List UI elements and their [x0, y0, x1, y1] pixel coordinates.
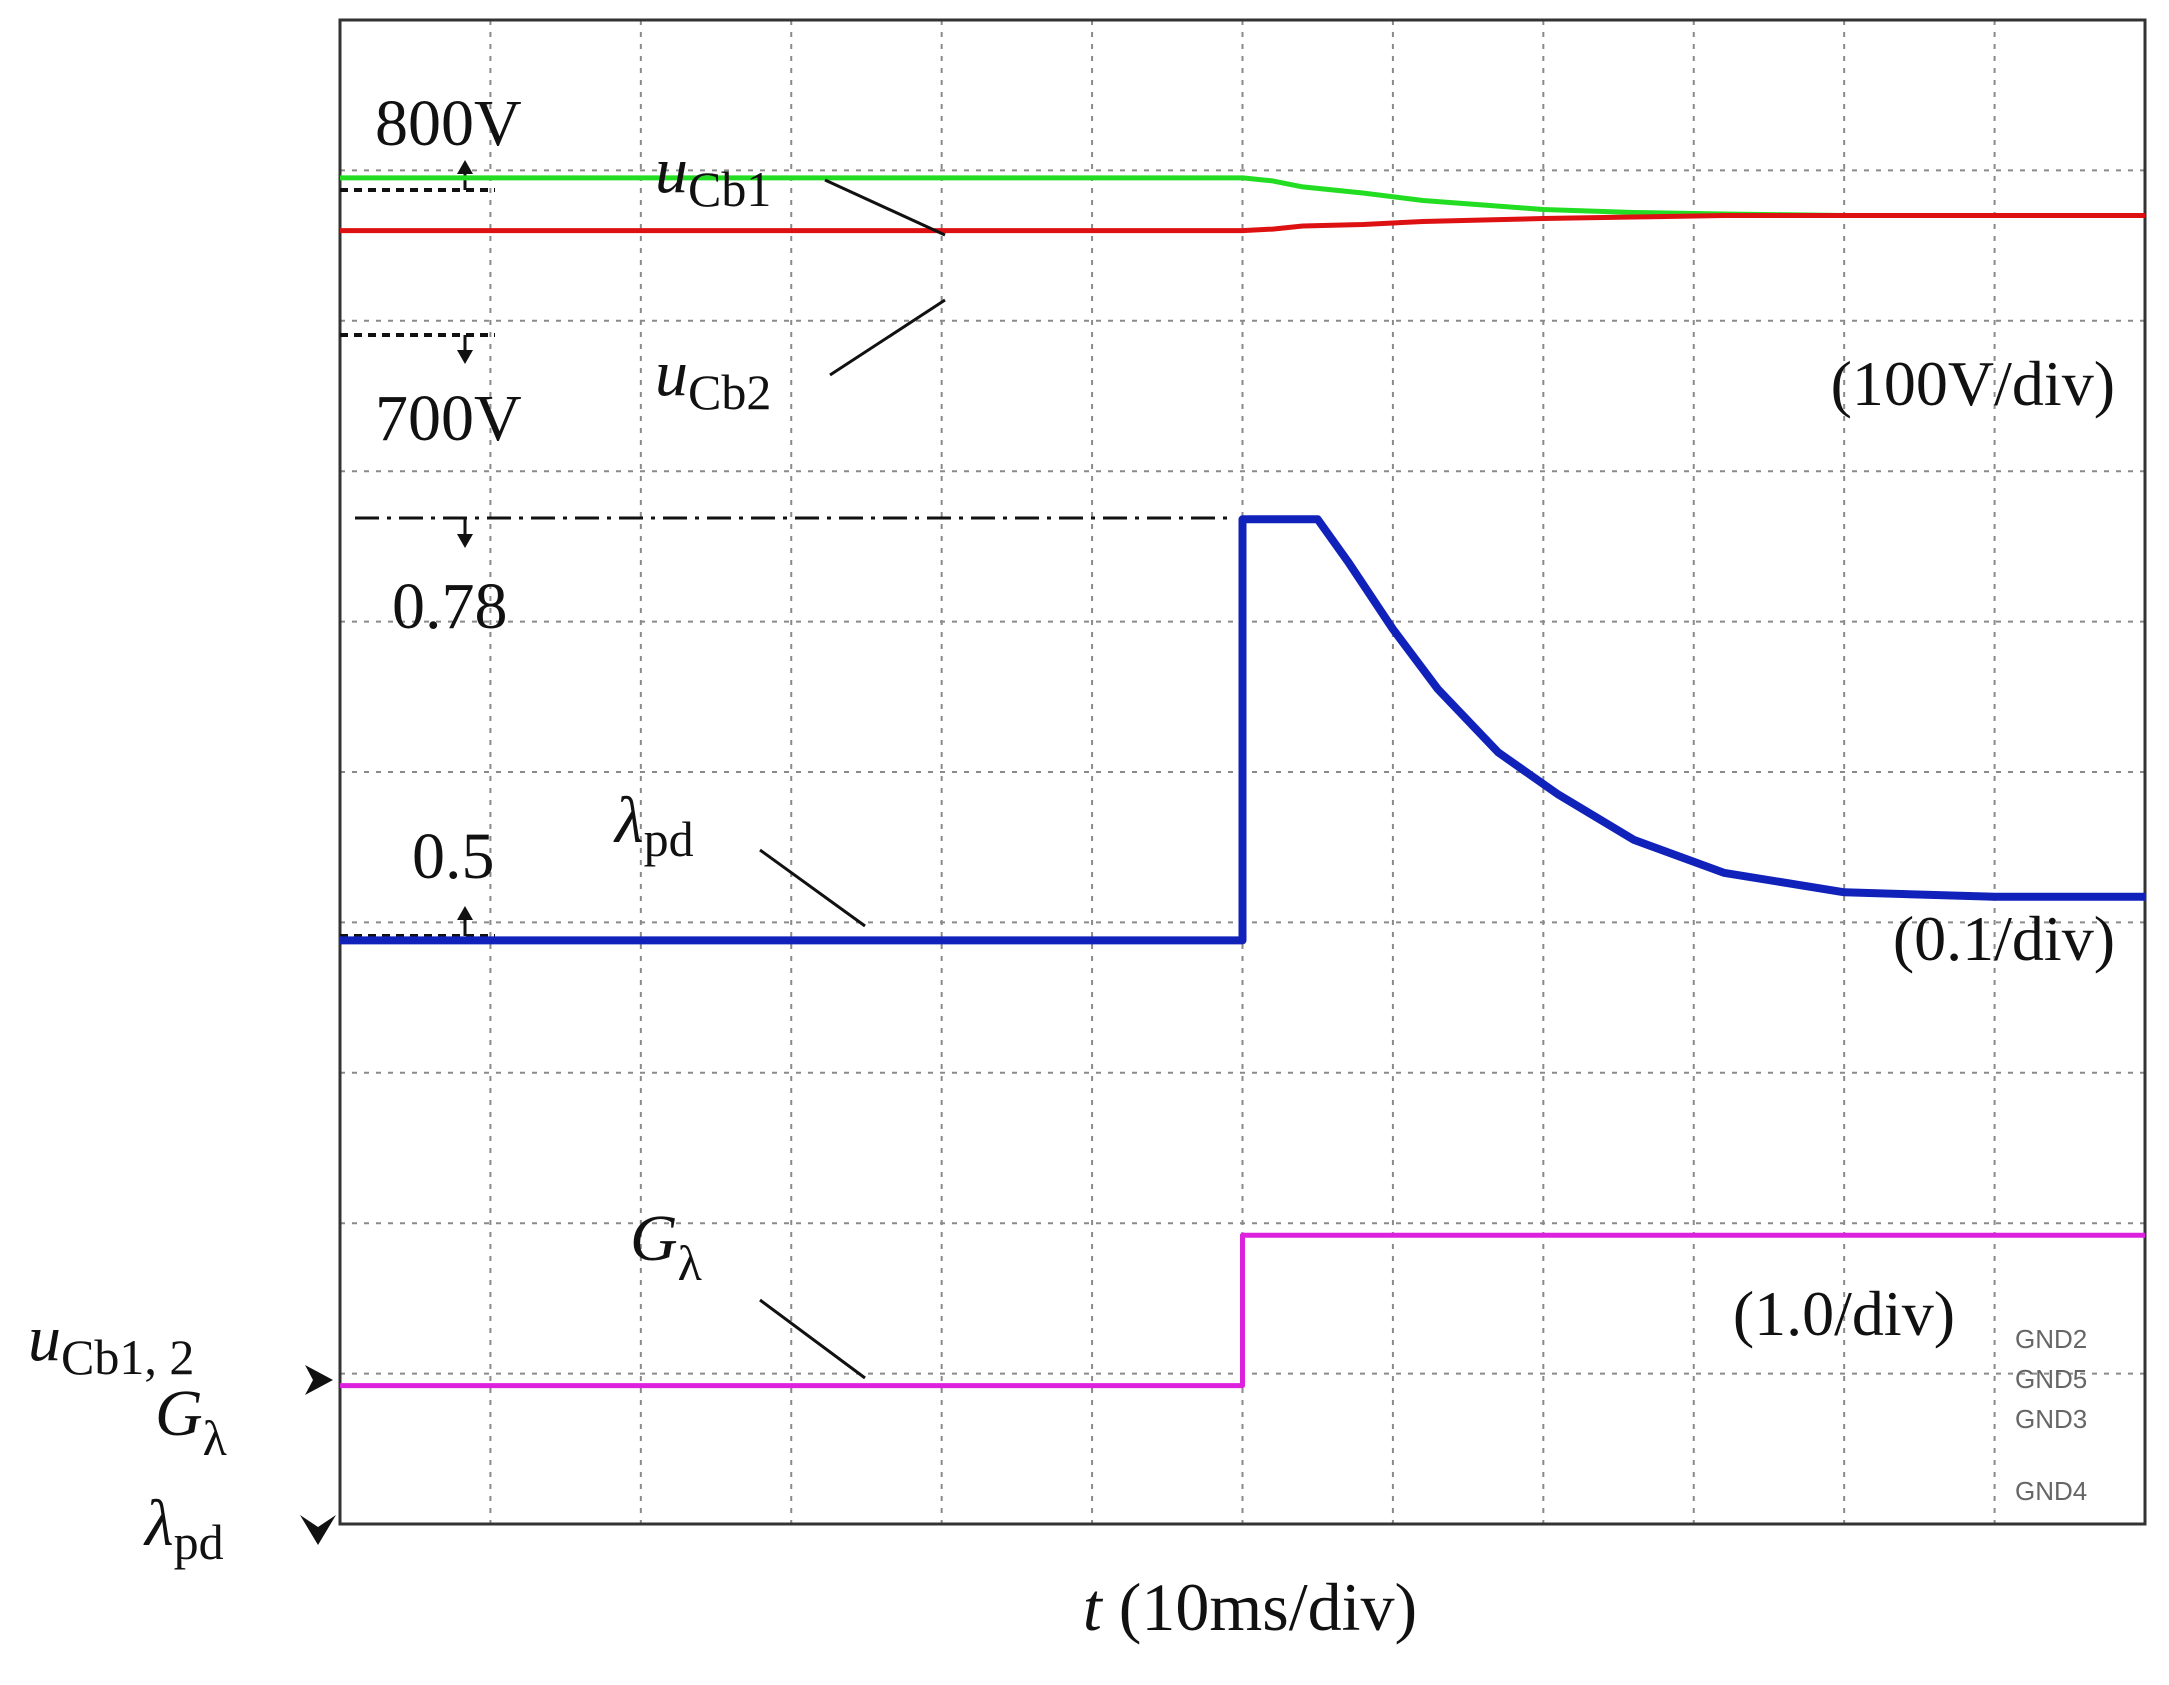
scale-voltage: (100V/div) — [1831, 348, 2115, 419]
arrow-down-icon — [457, 350, 473, 364]
marker-label-05: 0.5 — [412, 820, 495, 893]
ground-marker-icon — [305, 1365, 333, 1395]
ref-lambda-pd: λpd — [143, 1487, 224, 1570]
gnd-label: GND3 — [2015, 1404, 2087, 1434]
traces — [340, 175, 2145, 1389]
scale-lambda: (0.1/div) — [1893, 903, 2115, 974]
trace-ucb2 — [340, 213, 2145, 234]
marker-700v: 700V — [340, 333, 522, 455]
callout-g-lambda — [759, 1298, 866, 1380]
ref-g-lambda: Gλ — [155, 1377, 227, 1466]
ref-ucb12: uCb1, 2 — [28, 1302, 194, 1385]
arrow-down-icon — [457, 534, 473, 548]
plot-frame — [338, 18, 2147, 1526]
arrow-up-icon — [457, 906, 473, 920]
trace-pd — [340, 515, 2145, 945]
callout-lambda-pd — [759, 848, 866, 928]
label-ucb2: uCb2 — [655, 337, 771, 420]
label-g-lambda: Gλ — [630, 1202, 702, 1291]
gnd-label: GND4 — [2015, 1476, 2087, 1506]
marker-078: 0.78 — [355, 516, 1235, 643]
callout-ucb2 — [829, 298, 946, 377]
marker-label-800v: 800V — [375, 87, 522, 160]
marker-label-078: 0.78 — [392, 570, 508, 643]
callout-lines — [759, 178, 946, 1380]
marker-800v: 800V — [340, 87, 522, 192]
gnd-label: GND2 — [2015, 1324, 2087, 1354]
gnd-label: GND5 — [2015, 1364, 2087, 1394]
label-lambda-pd: λpd — [613, 784, 694, 867]
ground-marker-icon — [300, 1515, 336, 1545]
x-axis-label: t (10ms/div) — [1083, 1569, 1417, 1645]
marker-05: 0.5 — [340, 820, 495, 938]
callout-ucb1 — [824, 178, 946, 237]
marker-label-700v: 700V — [375, 382, 522, 455]
arrow-up-icon — [457, 160, 473, 174]
trace-g — [340, 1232, 2145, 1389]
label-ucb1: uCb1 — [655, 134, 771, 217]
scale-gate: (1.0/div) — [1733, 1278, 1955, 1349]
